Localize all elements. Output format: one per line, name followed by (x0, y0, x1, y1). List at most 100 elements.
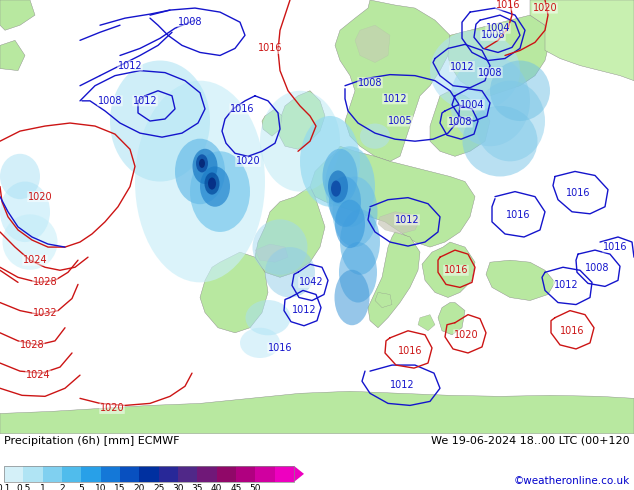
Polygon shape (430, 91, 490, 156)
Text: 1020: 1020 (100, 403, 124, 414)
Text: 1012: 1012 (383, 94, 407, 104)
Text: 45: 45 (230, 484, 242, 490)
Ellipse shape (196, 154, 208, 172)
Ellipse shape (265, 247, 315, 297)
Ellipse shape (0, 154, 40, 199)
Bar (217, 466, 236, 482)
Polygon shape (378, 212, 420, 234)
Text: 1016: 1016 (268, 343, 292, 353)
Bar (236, 466, 256, 482)
Bar (178, 466, 197, 482)
Ellipse shape (490, 60, 550, 121)
Text: 1012: 1012 (118, 61, 142, 71)
Text: 35: 35 (191, 484, 203, 490)
Text: 1016: 1016 (258, 44, 282, 53)
Text: 1012: 1012 (292, 305, 316, 315)
Bar (62, 466, 81, 482)
Polygon shape (262, 109, 282, 136)
Text: 10: 10 (95, 484, 107, 490)
Ellipse shape (208, 177, 216, 190)
Text: 1004: 1004 (486, 23, 510, 33)
Polygon shape (530, 0, 634, 81)
Bar (42, 466, 62, 482)
Text: We 19-06-2024 18..00 LTC (00+120: We 19-06-2024 18..00 LTC (00+120 (431, 436, 630, 446)
Ellipse shape (462, 106, 538, 176)
Text: 1012: 1012 (553, 280, 578, 291)
Polygon shape (310, 146, 475, 247)
Text: 1008: 1008 (358, 78, 382, 88)
Text: 1012: 1012 (390, 380, 414, 390)
Text: 1016: 1016 (566, 188, 590, 197)
Polygon shape (200, 252, 268, 333)
Ellipse shape (245, 300, 290, 335)
Text: 1024: 1024 (23, 255, 48, 265)
Text: 1008: 1008 (585, 263, 609, 273)
Text: 1008: 1008 (481, 30, 505, 40)
Bar (256, 466, 275, 482)
Bar (197, 466, 217, 482)
Text: 1008: 1008 (448, 117, 472, 127)
Ellipse shape (252, 220, 307, 275)
Text: 1004: 1004 (460, 100, 484, 110)
Ellipse shape (332, 176, 377, 247)
Text: 1016: 1016 (444, 265, 469, 275)
Text: 1020: 1020 (454, 330, 478, 340)
Ellipse shape (331, 180, 341, 196)
Ellipse shape (205, 172, 219, 195)
Polygon shape (368, 232, 420, 328)
Polygon shape (278, 91, 325, 149)
Text: 20: 20 (134, 484, 145, 490)
Ellipse shape (193, 149, 217, 184)
Polygon shape (355, 25, 390, 63)
Text: 5: 5 (79, 484, 84, 490)
Text: 2: 2 (59, 484, 65, 490)
Text: 1020: 1020 (533, 3, 557, 13)
Text: 1008: 1008 (178, 17, 202, 27)
Bar (4, 466, 294, 482)
Ellipse shape (110, 60, 210, 181)
Ellipse shape (475, 81, 545, 161)
Ellipse shape (190, 151, 250, 232)
Polygon shape (255, 244, 288, 262)
Text: 1016: 1016 (398, 346, 422, 356)
Text: 1020: 1020 (28, 192, 53, 202)
Ellipse shape (335, 270, 370, 325)
Text: 1032: 1032 (33, 308, 57, 318)
Polygon shape (438, 302, 465, 335)
Ellipse shape (175, 139, 225, 204)
Bar (23, 466, 42, 482)
Text: 1: 1 (40, 484, 46, 490)
Bar (120, 466, 139, 482)
Text: 1016: 1016 (230, 104, 254, 114)
Ellipse shape (240, 328, 280, 358)
Ellipse shape (339, 242, 377, 302)
Text: 1028: 1028 (33, 277, 57, 287)
Text: 15: 15 (114, 484, 126, 490)
Text: 1008: 1008 (478, 68, 502, 77)
Text: 1012: 1012 (395, 215, 419, 225)
Polygon shape (255, 187, 325, 277)
Bar (81, 466, 101, 482)
Ellipse shape (360, 123, 390, 149)
Ellipse shape (300, 116, 360, 207)
Text: 1028: 1028 (20, 340, 44, 350)
Ellipse shape (335, 200, 365, 248)
Polygon shape (335, 0, 450, 161)
Text: 1020: 1020 (236, 156, 261, 167)
Text: 40: 40 (211, 484, 223, 490)
Text: 50: 50 (250, 484, 261, 490)
Ellipse shape (3, 214, 58, 270)
Text: 1016: 1016 (506, 210, 530, 220)
Text: Precipitation (6h) [mm] ECMWF: Precipitation (6h) [mm] ECMWF (4, 436, 179, 446)
Ellipse shape (0, 181, 50, 242)
Text: 1008: 1008 (98, 96, 122, 106)
Polygon shape (418, 315, 435, 331)
Text: 1024: 1024 (26, 370, 50, 380)
Ellipse shape (450, 55, 530, 146)
Ellipse shape (260, 91, 340, 192)
Polygon shape (0, 40, 25, 71)
Text: 25: 25 (153, 484, 164, 490)
Polygon shape (448, 15, 550, 96)
Ellipse shape (199, 159, 205, 168)
Ellipse shape (323, 149, 358, 204)
